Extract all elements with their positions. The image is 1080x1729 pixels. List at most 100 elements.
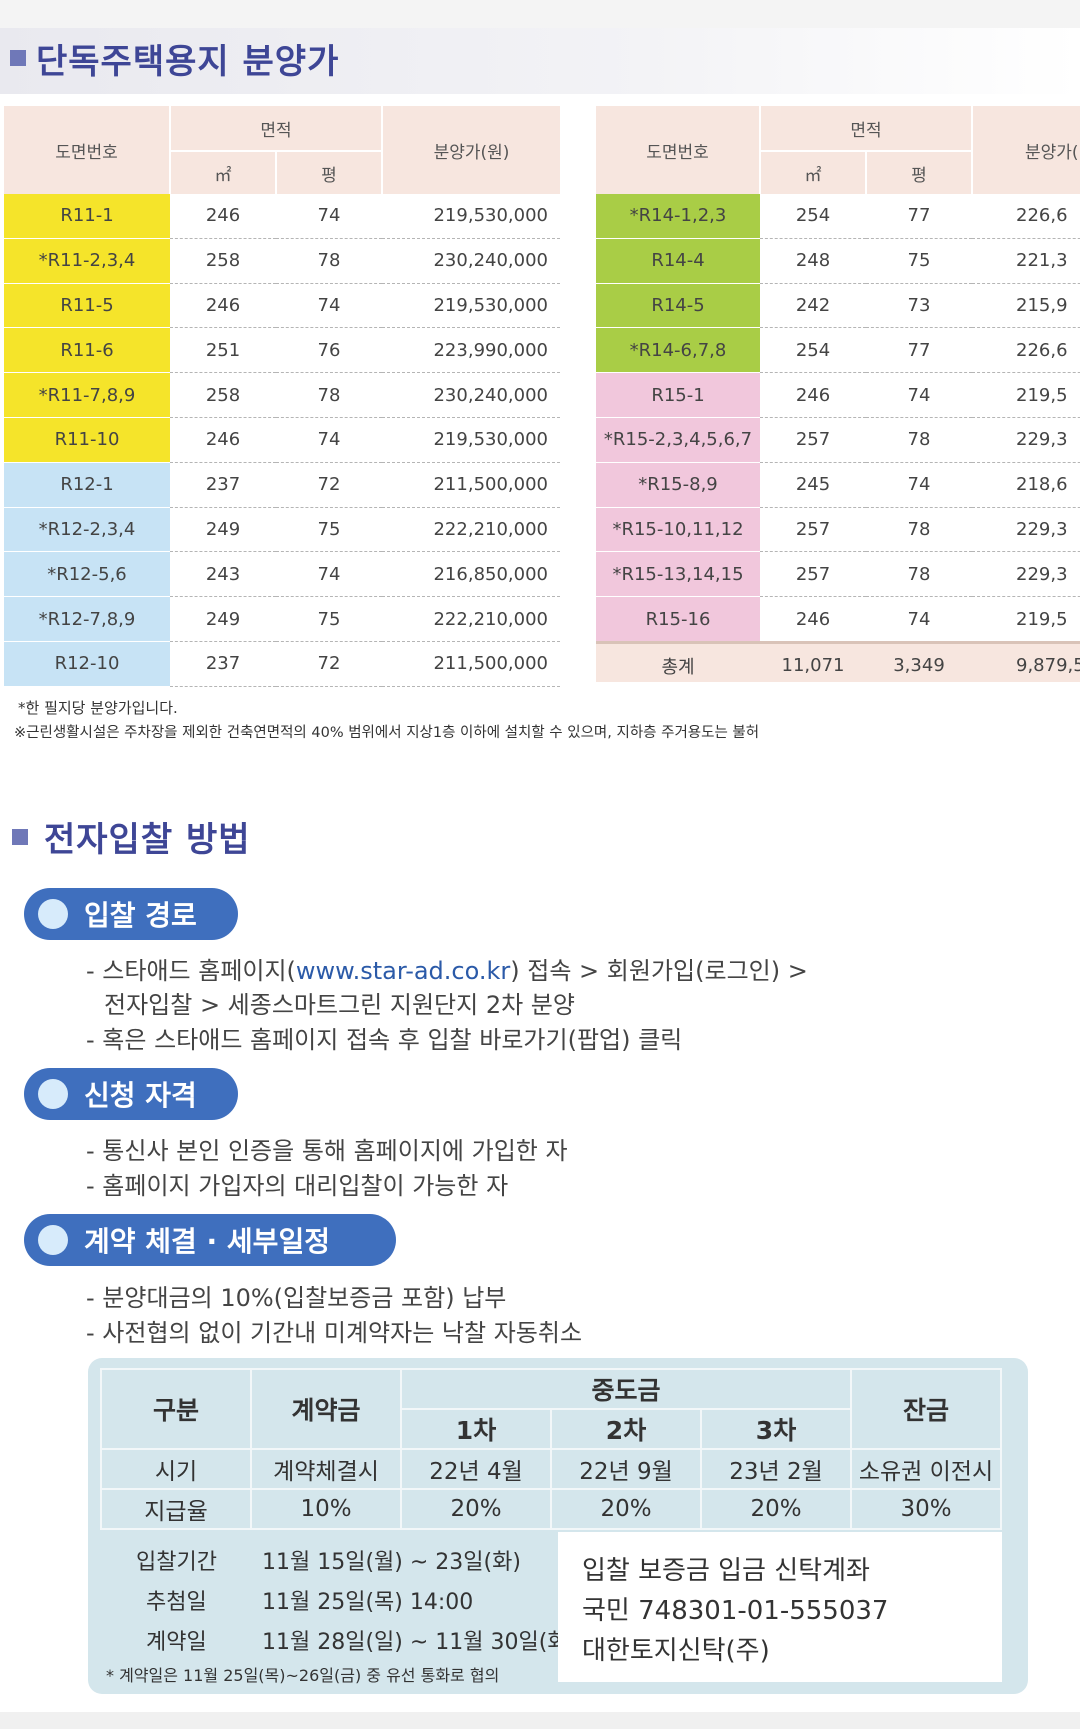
section-bullet-icon: [12, 829, 28, 845]
route-line-3: - 혹은 스타애드 홈페이지 접속 후 입찰 바로가기(팝업) 클릭: [86, 1026, 683, 1054]
pyeong-cell: 74: [276, 417, 382, 463]
section-title-bar: [0, 28, 1080, 94]
pyeong-cell: 74: [276, 194, 382, 239]
header-pyeong: 평: [865, 150, 972, 194]
lot-cell: R14-4: [596, 238, 760, 284]
price-cell: 223,990,000: [382, 327, 560, 374]
pyeong-cell: 72: [276, 462, 382, 508]
account-line-1: 입찰 보증금 입금 신탁계좌: [582, 1556, 870, 1586]
sched-h-balance: 잔금: [850, 1368, 1002, 1450]
lot-cell: R11-10: [4, 417, 170, 463]
sched-2-timing: 22년 9월: [550, 1448, 702, 1490]
pyeong-cell: 75: [276, 596, 382, 642]
pyeong-cell: 78: [866, 417, 972, 463]
pyeong-cell: 75: [866, 238, 972, 284]
header-lot: 도면번호: [596, 106, 760, 194]
table-row: R14-4 248 75 221,3: [596, 238, 1080, 284]
sched-h-3: 3차: [700, 1408, 852, 1450]
sqm-cell: 246: [760, 596, 866, 643]
price-cell: 9,879,5: [972, 640, 1080, 682]
note-neighborhood-facility: ※근린생활시설은 주차장을 제외한 건축연면적의 40% 범위에서 지상1층 이…: [14, 725, 760, 741]
pyeong-cell: 72: [276, 641, 382, 687]
lot-cell: *R15-13,14,15: [596, 551, 760, 598]
sched-3-timing: 23년 2월: [700, 1448, 852, 1490]
price-cell: 215,9: [972, 283, 1080, 329]
sched-balance-rate: 30%: [850, 1488, 1002, 1530]
table-row: *R14-1,2,3 254 77 226,6: [596, 194, 1080, 239]
pyeong-cell: 3,349: [866, 640, 972, 682]
sqm-cell: 246: [170, 417, 276, 463]
sched-h-middle: 중도금: [400, 1368, 852, 1410]
lot-cell: R14-5: [596, 283, 760, 329]
top-bar: [0, 0, 1080, 28]
sched-h-div: 구분: [100, 1368, 252, 1450]
header-pyeong: 평: [275, 150, 382, 194]
circle-icon: [38, 1225, 68, 1255]
price-cell: 219,530,000: [382, 417, 560, 463]
sched-balance-timing: 소유권 이전시: [850, 1448, 1002, 1490]
sqm-cell: 257: [760, 507, 866, 553]
lot-cell: *R15-8,9: [596, 462, 760, 508]
table-row: R11-5 246 74 219,530,000: [4, 283, 560, 329]
lot-cell: *R11-7,8,9: [4, 372, 170, 418]
account-line-3: 대한토지신탁(주): [582, 1636, 770, 1666]
pyeong-cell: 74: [866, 372, 972, 418]
price-table-right: 도면번호 면적 분양가( ㎡ 평 *R14-1,2,3 254 77 226,6 R14…: [596, 106, 1080, 682]
table-row: *R15-10,11,12 257 78 229,3: [596, 507, 1080, 553]
sqm-cell: 254: [760, 194, 866, 239]
section-bullet-icon: [10, 50, 26, 66]
price-cell: 226,6: [972, 327, 1080, 374]
sched-1-timing: 22년 4월: [400, 1448, 552, 1490]
pyeong-cell: 77: [866, 194, 972, 239]
pill-bid-route: 입찰 경로: [24, 888, 238, 940]
table-row: *R11-2,3,4 258 78 230,240,000: [4, 238, 560, 284]
price-cell: 219,5: [972, 372, 1080, 418]
sched-rate-label: 지급율: [100, 1488, 252, 1530]
pyeong-cell: 74: [866, 462, 972, 508]
sqm-cell: 246: [170, 194, 276, 239]
price-cell: 230,240,000: [382, 238, 560, 284]
price-cell: 222,210,000: [382, 507, 560, 553]
sched-3-rate: 20%: [700, 1488, 852, 1530]
route-line-1: - 스타애드 홈페이지(www.star-ad.co.kr) 접속 > 회원가입…: [86, 951, 808, 986]
price-cell: 221,3: [972, 238, 1080, 284]
payment-schedule-table: 구분 계약금 중도금 잔금 1차 2차 3차 시기 계약체결시 22년 4월 2…: [100, 1368, 1002, 1530]
sqm-cell: 245: [760, 462, 866, 508]
sqm-cell: 237: [170, 462, 276, 508]
price-cell: 219,530,000: [382, 194, 560, 239]
sqm-cell: 254: [760, 327, 866, 374]
sqm-cell: 258: [170, 238, 276, 284]
price-cell: 211,500,000: [382, 462, 560, 508]
price-table-left: 도면번호 면적 분양가(원) ㎡ 평 R11-1 246 74 219,530,000…: [4, 106, 560, 687]
table-row: *R15-13,14,15 257 78 229,3: [596, 551, 1080, 598]
sched-timing-label: 시기: [100, 1448, 252, 1490]
table-row: R12-10 237 72 211,500,000: [4, 641, 560, 687]
price-cell: 226,6: [972, 194, 1080, 239]
pill-label: 입찰 경로: [84, 899, 197, 932]
table-row: 총계 11,071 3,349 9,879,5: [596, 640, 1080, 682]
draw-date-label: 추첨일: [146, 1590, 207, 1615]
table-row: *R12-7,8,9 249 75 222,210,000: [4, 596, 560, 642]
sqm-cell: 248: [760, 238, 866, 284]
homepage-link[interactable]: www.star-ad.co.kr: [295, 957, 511, 985]
pill-label: 계약 체결 · 세부일정: [84, 1225, 330, 1258]
pyeong-cell: 73: [866, 283, 972, 329]
pyeong-cell: 77: [866, 327, 972, 374]
lot-cell: *R12-2,3,4: [4, 507, 170, 553]
table-row: R14-5 242 73 215,9: [596, 283, 1080, 329]
lot-cell: R11-6: [4, 327, 170, 374]
pyeong-cell: 78: [866, 551, 972, 598]
pill-label: 신청 자격: [84, 1079, 197, 1112]
sqm-cell: 249: [170, 507, 276, 553]
lot-cell: R12-1: [4, 462, 170, 508]
price-cell: 222,210,000: [382, 596, 560, 642]
lot-cell: *R14-6,7,8: [596, 327, 760, 374]
header-sqm: ㎡: [759, 150, 866, 194]
header-lot: 도면번호: [4, 106, 170, 194]
sqm-cell: 258: [170, 372, 276, 418]
table-row: R12-1 237 72 211,500,000: [4, 462, 560, 508]
contract-date-label: 계약일: [146, 1630, 207, 1655]
bid-period-label: 입찰기간: [136, 1550, 217, 1575]
account-line-2: 국민 748301-01-555037: [582, 1596, 889, 1626]
lot-cell: *R12-7,8,9: [4, 596, 170, 642]
